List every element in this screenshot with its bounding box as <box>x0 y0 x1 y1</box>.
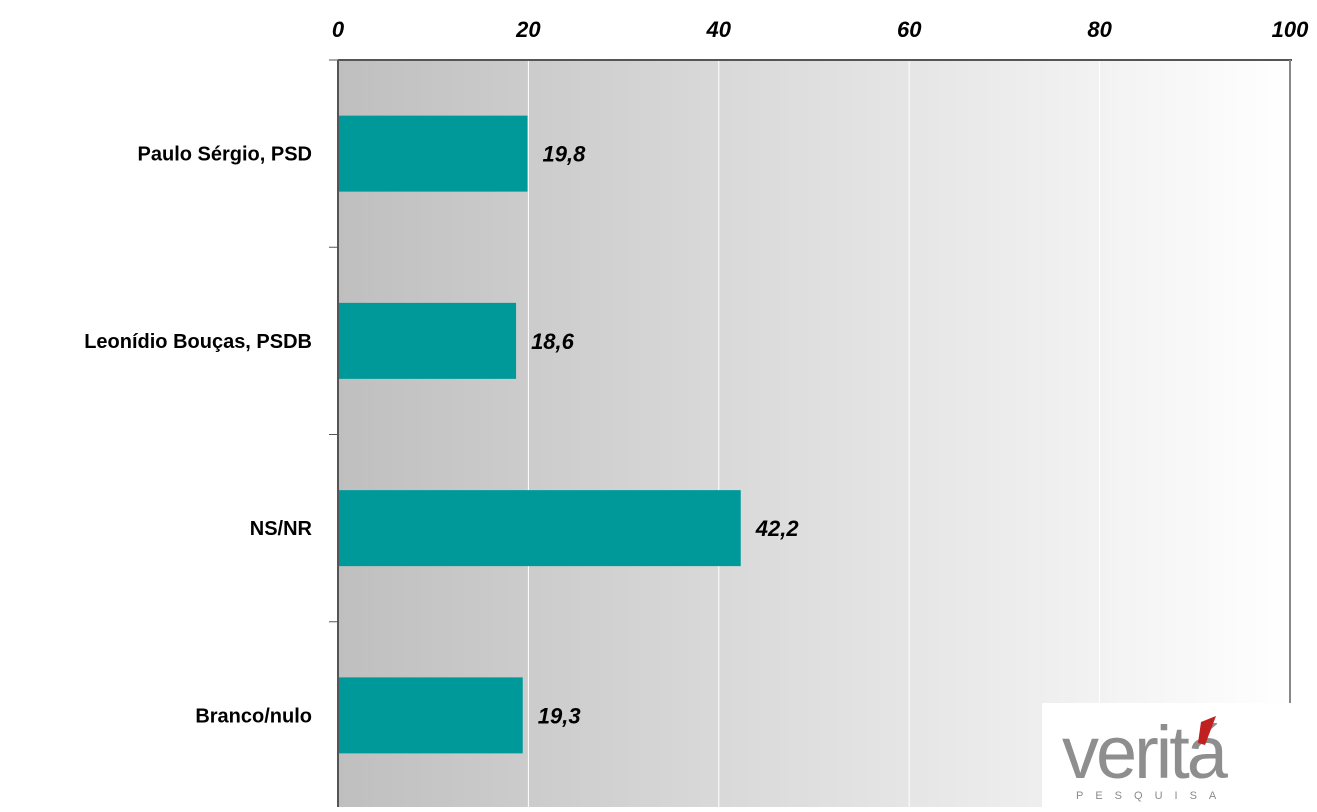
logo-background <box>1042 703 1292 807</box>
bar <box>339 677 523 754</box>
x-tick-label: 60 <box>897 17 922 42</box>
category-label: NS/NR <box>250 518 313 540</box>
value-label: 19,8 <box>542 142 586 167</box>
gridlines <box>527 60 1101 807</box>
value-label: 42,2 <box>755 516 800 541</box>
verita-logo: veritá PESQUISA <box>1042 703 1292 807</box>
x-tick-label: 100 <box>1272 17 1309 42</box>
x-tick-label: 20 <box>515 17 541 42</box>
value-label: 19,3 <box>538 703 581 728</box>
logo-accent-mark <box>1198 716 1216 745</box>
x-tick-label: 40 <box>706 17 732 42</box>
category-label: Leonídio Bouças, PSDB <box>84 331 312 353</box>
axes <box>329 59 1292 807</box>
x-tick-label: 80 <box>1087 17 1112 42</box>
bar <box>339 115 528 192</box>
bars <box>339 115 741 754</box>
value-label: 18,6 <box>531 329 575 354</box>
category-labels: Paulo Sérgio, PSD Leonídio Bouças, PSDB NS… <box>84 144 312 728</box>
category-label: Paulo Sérgio, PSD <box>138 144 312 166</box>
value-labels: 19,8 18,6 42,2 19,3 <box>531 142 799 729</box>
logo-subtext: PESQUISA <box>1076 790 1228 802</box>
x-tick-label: 0 <box>332 17 345 42</box>
category-label: Branco/nulo <box>195 705 312 727</box>
bar <box>339 490 741 567</box>
x-tick-labels: 0 20 40 60 80 100 <box>332 17 1309 42</box>
bar <box>339 302 517 379</box>
